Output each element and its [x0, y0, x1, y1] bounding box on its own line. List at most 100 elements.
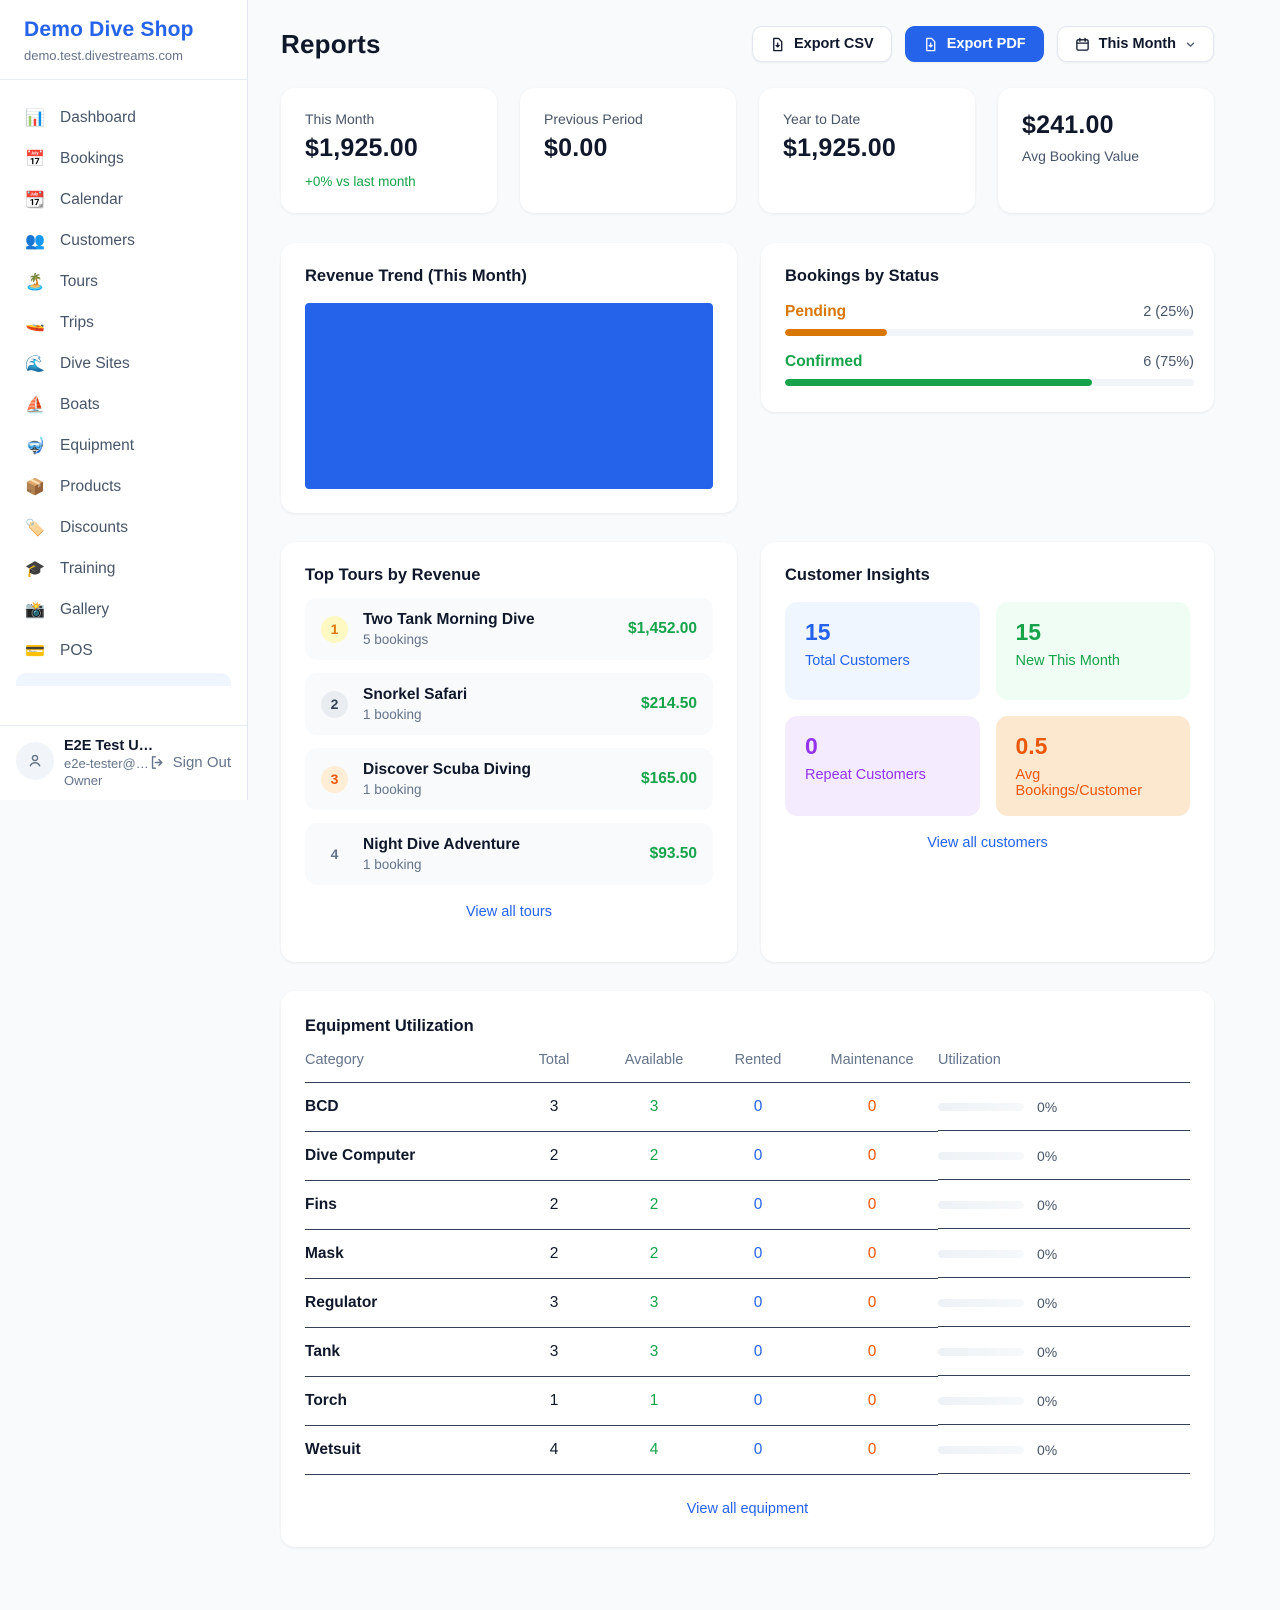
equipment-utilization-cell: 0% — [938, 1280, 1190, 1327]
sidebar-item-gallery[interactable]: 📸 Gallery — [12, 590, 235, 630]
revenue-trend-title: Revenue Trend (This Month) — [305, 267, 527, 285]
sidebar-item-label: Customers — [60, 232, 135, 249]
equipment-category: Fins — [305, 1181, 510, 1230]
sidebar-item-calendar[interactable]: 📆 Calendar — [12, 180, 235, 220]
sidebar-item-pos[interactable]: 💳 POS — [12, 631, 235, 671]
equipment-total: 4 — [510, 1426, 598, 1475]
logout-icon — [151, 756, 163, 769]
sidebar-item-products[interactable]: 📦 Products — [12, 467, 235, 507]
charts-row: Revenue Trend (This Month) Bookings by S… — [281, 243, 1214, 513]
tour-revenue: $93.50 — [649, 845, 697, 862]
sidebar-item-dashboard[interactable]: 📊 Dashboard — [12, 98, 235, 138]
sidebar-item-trips[interactable]: 🚤 Trips — [12, 303, 235, 343]
equipment-total: 1 — [510, 1377, 598, 1426]
column-header-rented: Rented — [710, 1036, 806, 1083]
tour-row: 4 Night Dive Adventure 1 booking $93.50 — [305, 823, 713, 885]
export-pdf-button[interactable]: Export PDF — [904, 26, 1044, 62]
export-csv-label: Export CSV — [793, 36, 874, 52]
equipment-available: 1 — [598, 1377, 710, 1426]
chevron-down-icon — [1186, 42, 1195, 47]
page-title: Reports — [281, 28, 381, 59]
utilization-bar — [938, 1201, 1024, 1209]
utilization-text: 0% — [1037, 1099, 1058, 1115]
equipment-total: 2 — [510, 1132, 598, 1181]
main-content: Reports Export CSV Export PDF This Month — [248, 0, 1280, 1587]
tour-row: 2 Snorkel Safari 1 booking $214.50 — [305, 673, 713, 735]
equipment-utilization-cell: 0% — [938, 1427, 1190, 1474]
sidebar-item-label: Trips — [60, 314, 94, 331]
user-role: Owner — [64, 773, 103, 788]
tile-new-this-month: 15 New This Month — [995, 602, 1190, 700]
tour-revenue: $1,452.00 — [628, 620, 697, 637]
sidebar-item-bookings[interactable]: 📅 Bookings — [12, 139, 235, 179]
equipment-available: 2 — [598, 1132, 710, 1181]
sidebar-item-boats[interactable]: ⛵ Boats — [12, 385, 235, 425]
equipment-category: Tank — [305, 1328, 510, 1377]
sign-out-button[interactable]: Sign Out — [149, 754, 231, 771]
revenue-trend-chart — [305, 303, 713, 489]
equipment-category: Mask — [305, 1230, 510, 1279]
tile-value: 0 — [805, 733, 818, 759]
stat-card-year-to-date: Year to Date $1,925.00 — [759, 88, 975, 213]
sidebar-item-label: Bookings — [60, 150, 124, 167]
equipment-maintenance: 0 — [806, 1328, 938, 1377]
sidebar-item-tours[interactable]: 🏝️ Tours — [12, 262, 235, 302]
sidebar: Demo Dive Shop demo.test.divestreams.com… — [0, 0, 248, 800]
sidebar-item-label: Discounts — [60, 519, 129, 536]
stat-value: $0.00 — [544, 134, 608, 162]
utilization-text: 0% — [1037, 1246, 1058, 1262]
stat-value: $1,925.00 — [305, 134, 419, 162]
tile-total-customers: 15 Total Customers — [785, 602, 980, 700]
stat-card-this-month: This Month $1,925.00 +0% vs last month — [281, 88, 497, 213]
sidebar-header: Demo Dive Shop demo.test.divestreams.com — [0, 0, 247, 80]
sidebar-item-equipment[interactable]: 🤿 Equipment — [12, 426, 235, 466]
equipment-total: 3 — [510, 1083, 598, 1132]
stat-value: $241.00 — [1022, 111, 1114, 139]
column-header-utilization: Utilization — [938, 1036, 1190, 1083]
sidebar-item-training[interactable]: 🎓 Training — [12, 549, 235, 589]
sidebar-item-active-partial[interactable] — [16, 673, 231, 686]
equipment-maintenance: 0 — [806, 1377, 938, 1426]
equipment-category: Torch — [305, 1377, 510, 1426]
sidebar-item-label: Dive Sites — [60, 355, 130, 372]
status-label: Confirmed — [785, 353, 863, 370]
graduation-cap-icon: 🎓 — [25, 561, 45, 578]
period-dropdown[interactable]: This Month — [1056, 26, 1214, 62]
utilization-text: 0% — [1037, 1148, 1058, 1164]
tear-off-calendar-icon: 📆 — [25, 192, 45, 209]
stat-card-previous-period: Previous Period $0.00 — [520, 88, 736, 213]
view-all-customers-link[interactable]: View all customers — [927, 835, 1048, 851]
page-header: Reports Export CSV Export PDF This Month — [281, 26, 1214, 62]
sidebar-item-discounts[interactable]: 🏷️ Discounts — [12, 508, 235, 548]
tile-repeat-customers: 0 Repeat Customers — [785, 716, 980, 816]
equipment-category: Regulator — [305, 1279, 510, 1328]
view-all-tours-link[interactable]: View all tours — [466, 904, 552, 920]
equipment-utilization-card: Equipment Utilization Category Total Ava… — [281, 991, 1214, 1547]
export-csv-button[interactable]: Export CSV — [751, 26, 892, 62]
equipment-available: 4 — [598, 1426, 710, 1475]
tour-name: Snorkel Safari — [363, 686, 468, 703]
sidebar-item-label: Calendar — [60, 191, 123, 208]
sidebar-item-label: Tours — [60, 273, 98, 290]
dive-mask-icon: 🤿 — [25, 438, 45, 455]
user-name: E2E Test U… — [64, 738, 154, 754]
tile-label: Repeat Customers — [805, 767, 926, 783]
tile-value: 15 — [1015, 619, 1042, 645]
status-progress-track — [785, 379, 1194, 386]
equipment-rented: 0 — [710, 1426, 806, 1475]
sidebar-item-customers[interactable]: 👥 Customers — [12, 221, 235, 261]
calendar-icon — [1075, 37, 1089, 51]
status-row-pending: Pending 2 (25%) — [785, 303, 1194, 336]
view-all-equipment-link[interactable]: View all equipment — [686, 1501, 809, 1517]
tour-revenue: $165.00 — [640, 770, 697, 787]
sidebar-user-footer: E2E Test U… e2e-tester@… Owner Sign Out — [0, 725, 247, 800]
camera-icon: 📸 — [25, 602, 45, 619]
speedboat-icon: 🚤 — [25, 315, 45, 332]
equipment-available: 3 — [598, 1279, 710, 1328]
sidebar-nav: 📊 Dashboard 📅 Bookings 📆 Calendar 👥 Cust… — [0, 80, 247, 725]
equipment-rented: 0 — [710, 1181, 806, 1230]
sidebar-item-dive-sites[interactable]: 🌊 Dive Sites — [12, 344, 235, 384]
tile-label: New This Month — [1015, 653, 1121, 669]
equipment-total: 2 — [510, 1230, 598, 1279]
rank-badge: 3 — [321, 765, 348, 793]
